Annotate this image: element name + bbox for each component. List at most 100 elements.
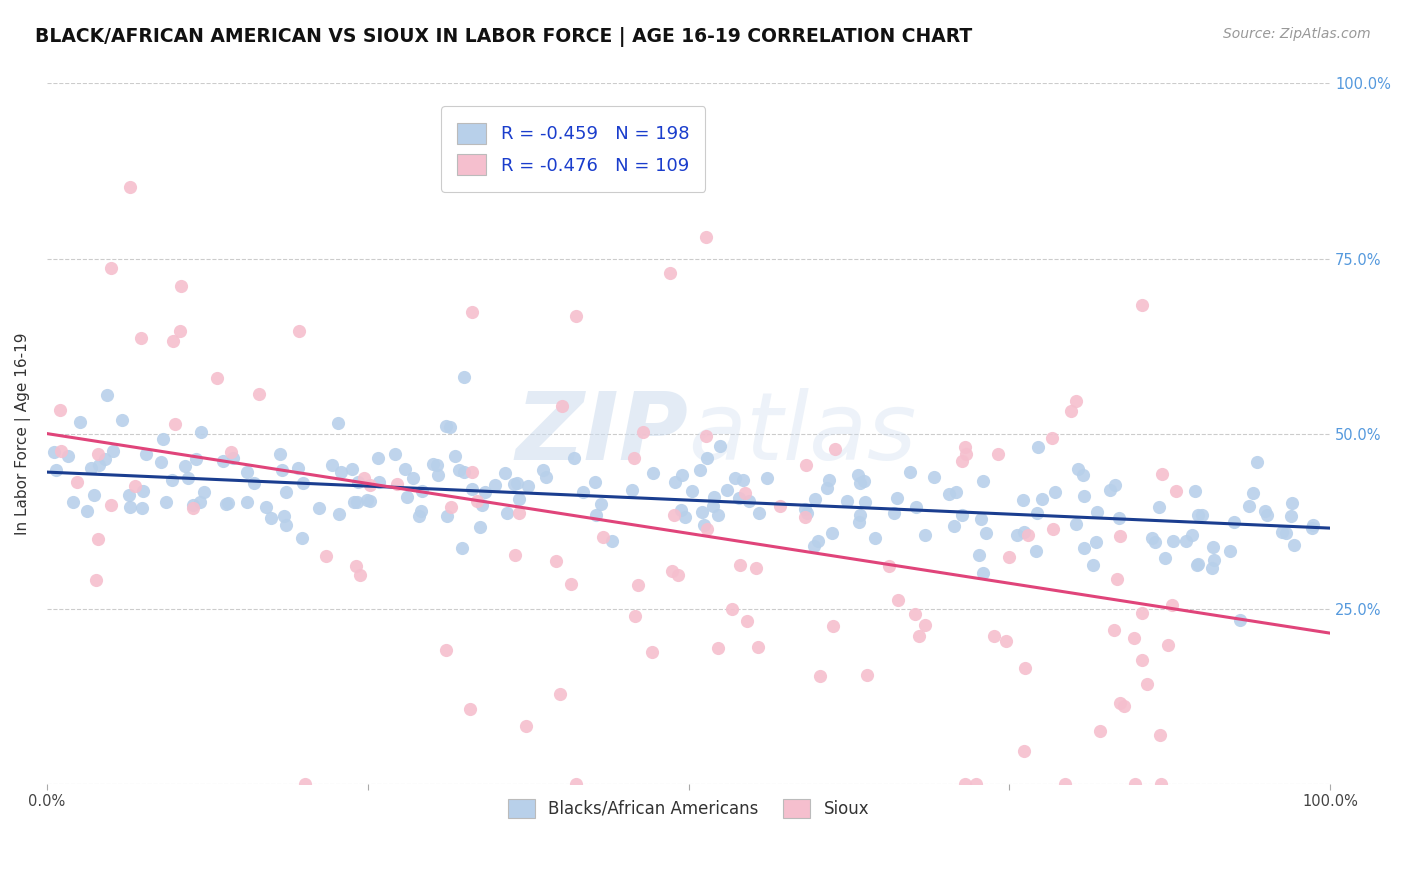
Point [803,539,825,553]
Point [852,474,875,488]
Point [215,497,238,511]
Point [87,532,110,546]
Point [796,506,818,520]
Point [1149,728,1171,742]
Point [359,477,381,491]
Point [995,633,1018,648]
Point [661,564,683,578]
Point [42,445,65,459]
Point [516,479,538,493]
Point [494,466,516,480]
Point [340,462,363,476]
Point [583,475,606,490]
Point [83,487,105,501]
Point [1147,500,1170,514]
Point [1219,544,1241,558]
Point [887,592,910,607]
Point [444,449,467,463]
Point [276,484,298,499]
Point [1025,543,1047,558]
Point [1256,508,1278,523]
Point [886,491,908,505]
Text: Source: ZipAtlas.com: Source: ZipAtlas.com [1223,27,1371,41]
Point [177,471,200,485]
Point [396,490,419,504]
Point [174,459,197,474]
Point [1222,515,1244,529]
Point [346,495,368,509]
Point [409,503,432,517]
Point [1150,467,1173,481]
Point [673,510,696,524]
Point [1040,431,1063,445]
Point [254,500,277,514]
Point [1014,525,1036,540]
Point [600,534,623,549]
Point [737,494,759,508]
Point [627,578,650,592]
Point [976,526,998,541]
Point [1059,403,1081,417]
Point [1043,484,1066,499]
Point [692,505,714,519]
Point [815,481,838,495]
Point [734,486,756,500]
Point [367,450,389,465]
Point [87,447,110,461]
Point [1271,525,1294,540]
Point [922,469,945,483]
Point [181,498,204,512]
Point [849,476,872,491]
Point [1140,531,1163,545]
Point [1109,529,1132,543]
Point [853,495,876,509]
Point [1201,541,1223,555]
Point [807,533,830,548]
Point [769,499,792,513]
Point [1161,598,1184,612]
Point [222,451,245,466]
Point [689,463,711,477]
Point [1253,504,1275,518]
Point [1279,508,1302,523]
Point [848,516,870,530]
Point [821,619,844,633]
Point [585,508,607,523]
Point [292,475,315,490]
Point [560,577,582,591]
Point [368,475,391,489]
Point [671,467,693,482]
Point [747,640,769,654]
Point [1154,550,1177,565]
Point [1105,572,1128,586]
Point [1130,607,1153,621]
Point [756,471,779,485]
Point [353,470,375,484]
Point [1150,777,1173,791]
Point [1237,500,1260,514]
Point [950,508,973,523]
Point [1161,534,1184,549]
Point [696,451,718,466]
Point [904,607,927,622]
Point [1053,777,1076,791]
Point [1042,522,1064,536]
Point [720,601,742,615]
Point [623,451,645,466]
Point [938,487,960,501]
Point [271,463,294,477]
Point [1017,528,1039,542]
Point [474,484,496,499]
Point [1136,676,1159,690]
Point [76,504,98,518]
Point [45,463,67,477]
Point [69,415,91,429]
Point [733,473,755,487]
Point [1302,518,1324,533]
Point [269,447,291,461]
Point [591,496,613,510]
Point [447,463,470,477]
Point [155,494,177,508]
Point [329,465,352,479]
Point [695,230,717,244]
